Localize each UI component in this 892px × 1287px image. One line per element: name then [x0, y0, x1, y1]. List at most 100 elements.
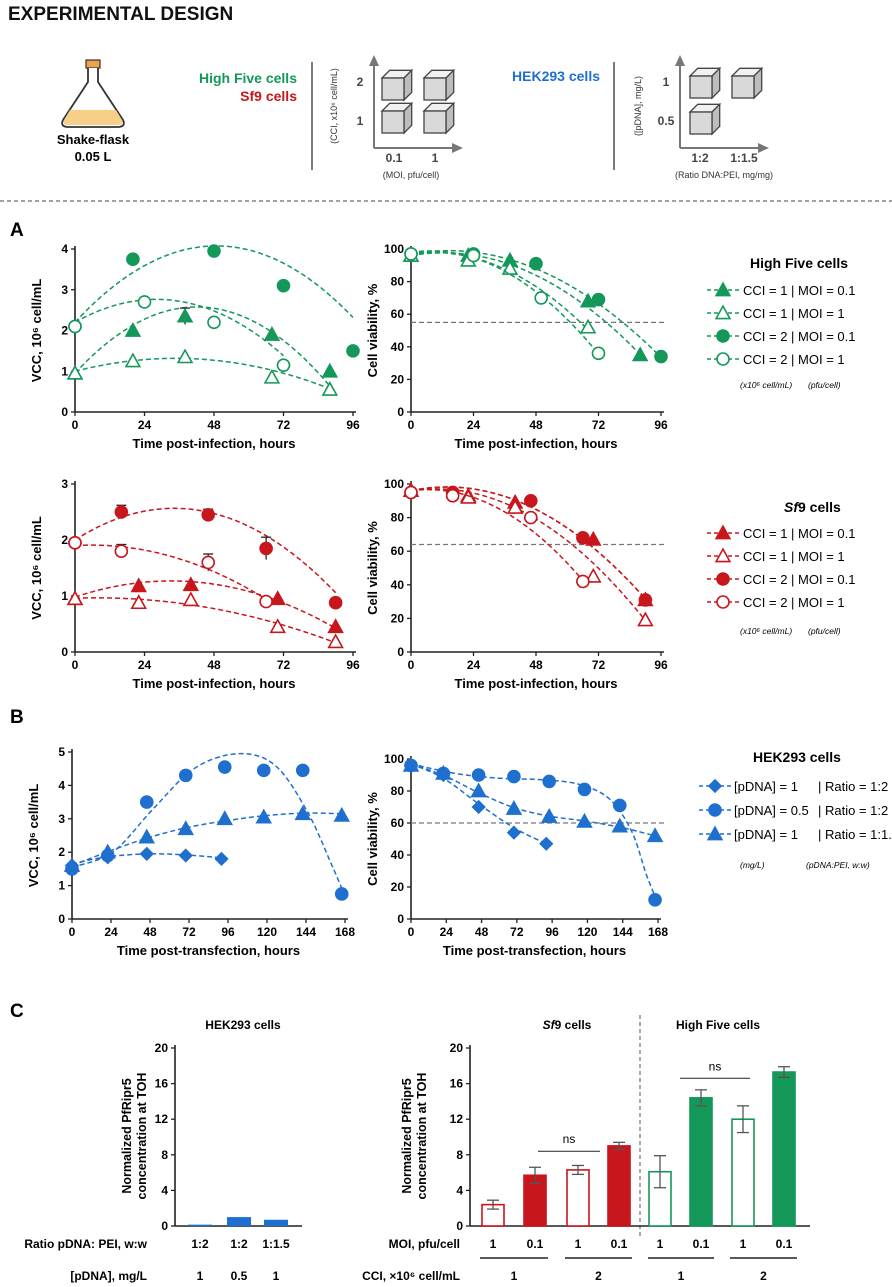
chart-high-five-vcc: Time post-infection, hours VCC, 10⁶ cell… [29, 242, 360, 451]
data-point [114, 505, 129, 519]
y-tick-label: 0 [456, 1219, 463, 1233]
data-point [126, 252, 140, 266]
x-axis-label: Time post-infection, hours [455, 676, 618, 691]
hek-x-axis-label: (Ratio DNA:PEI, mg/mg) [675, 170, 773, 180]
data-point [66, 590, 84, 606]
x-tick-label: 144 [613, 925, 633, 939]
data-point [539, 836, 554, 851]
category-label: 0.1 [776, 1237, 793, 1251]
data-point [460, 488, 477, 504]
insect-design-axes [369, 55, 463, 153]
x-tick-label: 96 [654, 418, 668, 432]
series-fit-line [74, 306, 331, 387]
x-tick-label: 48 [207, 658, 221, 672]
data-point [259, 541, 273, 556]
data-point [130, 577, 147, 593]
y-tick-label: 2 [61, 324, 68, 338]
data-point [177, 820, 195, 836]
x-axis-label: Time post-transfection, hours [117, 943, 300, 958]
y-tick-label: 8 [456, 1148, 463, 1162]
hek-x-tick-115: 1:1.5 [730, 151, 758, 165]
x-axis-label: Time post-infection, hours [133, 436, 296, 451]
y-tick-label: 4 [456, 1183, 463, 1197]
design-cube [688, 66, 722, 100]
data-point [466, 248, 481, 263]
y-tick-label: 1 [61, 364, 68, 378]
legend-entry-ratio: | Ratio = 1:2 [818, 779, 888, 794]
x-tick-label: 72 [277, 658, 291, 672]
bar [607, 1145, 631, 1227]
legend-unit-cci: (x10⁶ cell/mL) [740, 626, 792, 636]
series-fit-line [410, 488, 646, 622]
data-point [269, 590, 286, 606]
bar-title-high-five: High Five cells [676, 1018, 760, 1032]
category-label: 1 [197, 1269, 204, 1283]
y-tick-label: 100 [384, 242, 404, 256]
legend-entry: CCI = 1 | MOI = 1 [743, 306, 845, 321]
series-fit-line [410, 251, 589, 331]
data-point [130, 594, 147, 610]
legend-entry: CCI = 2 | MOI = 0.1 [743, 572, 855, 587]
x-tick-label: 24 [104, 925, 118, 939]
y-tick-label: 40 [391, 848, 405, 862]
design-cube [422, 101, 456, 135]
data-point [99, 843, 117, 859]
design-cube [730, 66, 764, 100]
data-point [579, 318, 597, 334]
series [404, 485, 590, 589]
y-tick-label: 3 [61, 477, 68, 491]
data-point [471, 799, 486, 815]
x-axis-label: Time post-transfection, hours [443, 943, 626, 958]
legend-hek293: HEK293 cells [pDNA] = 1 [pDNA] = 0.5 [pD… [699, 749, 892, 870]
y-tick-label: 80 [391, 784, 405, 798]
bar [772, 1071, 796, 1227]
x-axis-label: Time post-infection, hours [455, 436, 618, 451]
series [66, 306, 339, 387]
data-point [294, 805, 312, 821]
hek-design-cubes [688, 66, 764, 136]
y-tick-label: 20 [391, 880, 405, 894]
data-point [269, 618, 286, 634]
y-tick-label: 5 [58, 745, 65, 759]
row-label-cci: CCI, ×10⁶ cell/mL [362, 1269, 460, 1283]
x-tick-label: 72 [510, 925, 524, 939]
hek-y-tick-1: 1 [663, 75, 670, 89]
legend-entry: CCI = 2 | MOI = 1 [743, 352, 845, 367]
data-point [138, 828, 156, 844]
y-tick-label: 1 [58, 879, 65, 893]
series [66, 590, 344, 649]
design-hek-label: HEK293 cells [512, 68, 600, 84]
flask-label-1: Shake-flask [57, 132, 130, 147]
data-point [542, 774, 557, 789]
data-point [523, 493, 538, 508]
data-point [540, 808, 558, 823]
category-label: 1:2 [230, 1237, 248, 1251]
y-axis-label-1: Normalized PfRipr5 [400, 1078, 414, 1193]
y-tick-label: 2 [61, 533, 68, 547]
data-point [214, 851, 229, 867]
y-tick-label: 4 [58, 778, 65, 792]
hek-y-tick-05: 0.5 [658, 114, 675, 128]
data-point [585, 530, 602, 546]
data-point [638, 593, 653, 607]
y-tick-label: 20 [391, 372, 405, 386]
data-point [327, 633, 344, 649]
series [68, 295, 291, 372]
y-tick-label: 40 [391, 578, 405, 592]
data-point [328, 595, 343, 610]
data-point [63, 857, 81, 872]
data-point [714, 304, 732, 320]
series [404, 247, 668, 364]
chart-hek293-vcc: Time post-transfection, hours VCC, 10⁶ c… [26, 745, 355, 958]
y-axis-label-2: concentration at TOH [415, 1073, 429, 1200]
series-fit-line [74, 597, 336, 644]
x-tick-label: 96 [221, 925, 235, 939]
category-label: 1 [575, 1237, 582, 1251]
y-tick-label: 16 [450, 1077, 464, 1091]
data-point [216, 810, 234, 826]
y-tick-label: 100 [384, 477, 404, 491]
flask-label-2: 0.05 L [75, 149, 112, 164]
x-tick-label: 24 [440, 925, 454, 939]
y-axis-label-1: Normalized PfRipr5 [120, 1078, 134, 1193]
data-point [124, 321, 142, 337]
